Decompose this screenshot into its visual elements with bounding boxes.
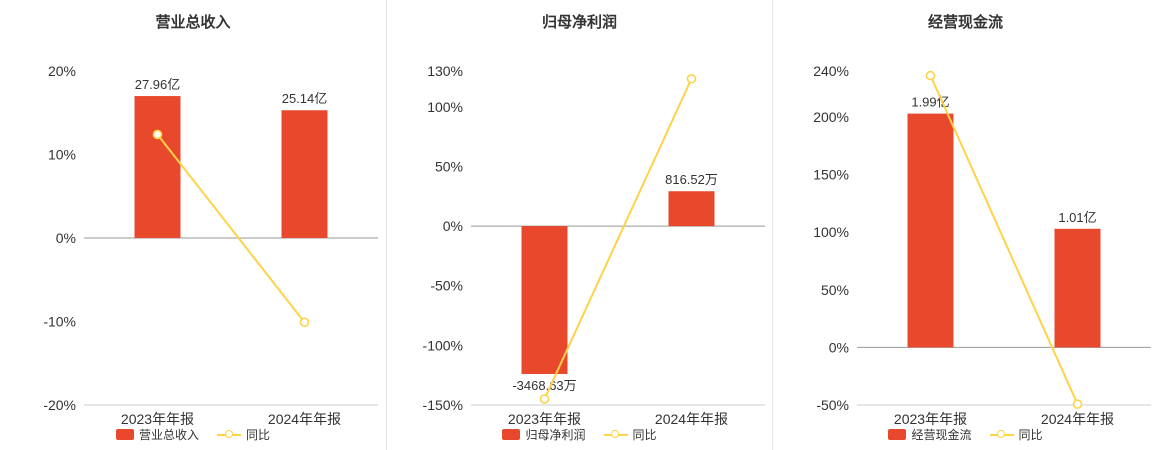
yoy-marker[interactable] (686, 73, 697, 84)
legend: 经营现金流 同比 (773, 426, 1158, 443)
x-axis-category-label: 2024年年报 (655, 411, 728, 427)
y-axis-tick-label: 50% (435, 158, 463, 174)
y-axis-tick-label: 130% (427, 63, 463, 79)
bar-value-label: -3468.63万 (512, 378, 576, 393)
revenue-chart: 20% 10% 0% -10% -20% 27.96亿 25.14亿 2023年年报 2024年… (43, 63, 378, 427)
line-swatch-dot (997, 430, 1005, 438)
x-axis-category-label: 2024年年报 (1041, 411, 1114, 427)
chart-title: 经营现金流 (927, 14, 1003, 31)
y-axis-tick-label: 240% (813, 63, 849, 79)
bar-swatch-icon (502, 429, 521, 440)
bar-value-label: 27.96亿 (135, 77, 181, 92)
legend: 归母净利润 同比 (387, 426, 772, 443)
panel-net-profit: 归母净利润 130% 100% 50% 0% -50% -100% -150% -3468.6… (386, 0, 772, 450)
bar-swatch-icon (115, 429, 134, 440)
legend-label: 同比 (1018, 428, 1043, 442)
y-axis-tick-label: -50% (430, 278, 463, 294)
legend-item-yoy[interactable]: 同比 (989, 426, 1043, 443)
yoy-line (156, 133, 306, 323)
y-axis-tick-label: -20% (43, 397, 76, 413)
bar-value-label: 1.01亿 (1058, 210, 1096, 225)
y-axis-tick-label: -10% (43, 314, 76, 330)
yoy-line (543, 78, 693, 400)
cashflow-chart: 240%200%150%100%50%0%-50%1.99亿1.01亿2023年… (813, 63, 1151, 427)
y-axis-tick-label: 100% (427, 99, 463, 115)
legend-label: 同比 (246, 428, 271, 442)
yoy-marker[interactable] (539, 394, 550, 404)
y-axis-tick-label: 0% (56, 230, 76, 246)
y-axis-tick-label: 0% (829, 339, 849, 355)
line-marker-swatch-icon (603, 430, 628, 439)
y-axis-tick-label: 0% (443, 218, 463, 234)
panel-operating-cashflow: 经营现金流 240% 200% 150% 100% 50% 0% -50% 1.99亿 1.01… (772, 0, 1158, 450)
bar[interactable] (134, 96, 181, 238)
bar[interactable] (281, 110, 328, 238)
x-axis-category-label: 2024年年报 (268, 411, 341, 427)
y-axis-tick-label: 150% (813, 167, 849, 183)
net-profit-chart: 130% 100% 50% 0% -50% -100% -150% -3468.63万 816.… (423, 63, 765, 427)
bar-value-label: 816.52万 (665, 172, 718, 187)
legend-item-revenue[interactable]: 营业总收入 (115, 426, 199, 443)
bar[interactable] (668, 191, 715, 227)
legend-label: 归母净利润 (525, 428, 586, 442)
legend-item-yoy[interactable]: 同比 (603, 426, 657, 443)
y-axis-tick-label: 10% (48, 147, 76, 163)
bar[interactable] (1054, 228, 1101, 348)
y-axis-tick-label: -150% (423, 397, 463, 413)
chart-title: 营业总收入 (155, 14, 231, 31)
yoy-marker[interactable] (299, 317, 310, 328)
yoy-marker[interactable] (1072, 399, 1083, 409)
y-axis-tick-label: -50% (816, 397, 849, 413)
line-swatch-dot (611, 430, 619, 438)
y-axis-tick-label: -100% (423, 337, 463, 353)
yoy-line (929, 75, 1079, 405)
y-axis-tick-label: 100% (813, 224, 849, 240)
bar-value-label: 25.14亿 (282, 91, 328, 106)
x-axis-category-label: 2023年年报 (508, 411, 581, 427)
x-axis-category-label: 2023年年报 (894, 411, 967, 427)
y-axis-tick-label: 200% (813, 109, 849, 125)
y-axis-tick-label: 50% (821, 282, 849, 298)
line-marker-swatch-icon (989, 430, 1014, 439)
legend-item-cashflow[interactable]: 经营现金流 (888, 426, 972, 443)
bar[interactable] (907, 113, 954, 348)
panel-total-revenue: 营业总收入 20% 10% 0% -10% -20% 27.96亿 25.14亿 2023年年… (0, 0, 386, 450)
x-axis-category-label: 2023年年报 (121, 411, 194, 427)
legend-label: 营业总收入 (138, 428, 199, 442)
y-axis-tick-label: 20% (48, 63, 76, 79)
legend: 营业总收入 同比 (0, 426, 386, 443)
line-swatch-dot (224, 430, 233, 438)
chart-title: 归母净利润 (541, 14, 617, 31)
bar-swatch-icon (888, 429, 907, 440)
line-marker-swatch-icon (217, 430, 241, 439)
legend-label: 同比 (632, 428, 657, 442)
yoy-marker[interactable] (152, 129, 163, 140)
bar[interactable] (521, 226, 568, 374)
legend-item-net-profit[interactable]: 归母净利润 (502, 426, 586, 443)
yoy-marker[interactable] (925, 70, 936, 81)
legend-label: 经营现金流 (911, 428, 972, 442)
legend-item-yoy[interactable]: 同比 (217, 426, 270, 443)
